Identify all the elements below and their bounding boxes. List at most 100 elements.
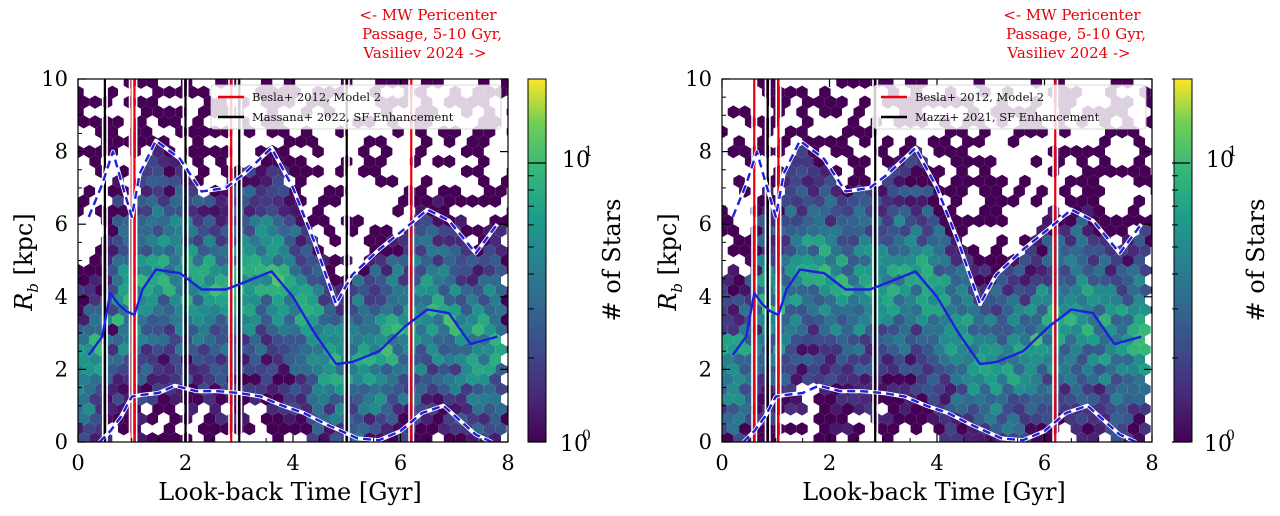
hexbin-cell — [215, 194, 227, 208]
hexbin-cell — [727, 343, 740, 357]
hexbin-cell — [813, 194, 825, 208]
hexbin-cell — [415, 323, 427, 337]
hexbin-cell — [893, 293, 905, 307]
hexbin-cell — [192, 352, 204, 367]
hexbin-cell — [472, 442, 483, 455]
hexbin-cell — [323, 323, 336, 337]
hexbin-cell — [312, 145, 324, 159]
hexbin-cell — [705, 264, 716, 277]
hexbin-cell — [727, 105, 740, 119]
hexbin-cell — [1156, 175, 1167, 188]
hexbin-cell — [962, 154, 974, 169]
hexbin-cell — [78, 412, 90, 426]
hexbin-cell — [973, 174, 985, 188]
hexbin-cell — [1002, 382, 1014, 396]
hexbin-cell — [169, 253, 181, 268]
hexbin-cell — [323, 402, 336, 416]
hexbin-cell — [67, 76, 78, 89]
hexbin-cell — [215, 253, 227, 268]
hexbin-cell — [899, 442, 910, 455]
hexbin-cell — [796, 303, 808, 317]
colorbar-label: # of Stars — [598, 199, 626, 322]
hexbin-cell — [450, 442, 462, 455]
hexbin-cell — [283, 135, 296, 149]
hexbin-cell — [876, 244, 888, 258]
hexbin-cell — [329, 372, 341, 386]
y-tick-label: 4 — [55, 285, 68, 309]
hexbin-cell — [192, 333, 204, 347]
hexbin-cell — [363, 154, 376, 169]
hexbin-cell — [779, 194, 791, 208]
hexbin-cell — [973, 154, 985, 169]
hexbin-cell — [899, 303, 911, 317]
hexbin-cell — [1127, 422, 1140, 436]
hexbin-cell — [1002, 362, 1014, 376]
hexbin-cell — [876, 263, 888, 277]
hexbin-cell — [466, 293, 479, 307]
hexbin-cell — [140, 105, 153, 119]
hexbin-cell — [711, 76, 722, 89]
hexbin-cell — [443, 135, 456, 149]
hexbin-cell — [432, 194, 444, 208]
hexbin-cell — [289, 224, 301, 238]
hexbin-cell — [853, 105, 865, 119]
hexbin-cell — [847, 194, 860, 208]
hexbin-cell — [1133, 194, 1145, 208]
hexbin-cell — [1122, 392, 1134, 406]
hexbin-cell — [910, 263, 923, 277]
hexbin-cell — [438, 343, 450, 357]
hexbin-cell — [163, 362, 176, 376]
hexbin-cell — [1070, 343, 1083, 357]
hexbin-cell — [169, 174, 181, 188]
hexbin-cell — [61, 323, 72, 336]
legend: Besla+ 2012, Model 2 Mazzi+ 2021, SF Enh… — [873, 84, 1147, 130]
hexbin-cell — [1139, 164, 1151, 178]
hexbin-cell — [847, 372, 860, 386]
hexbin-cell — [784, 362, 797, 376]
hexbin-cell — [135, 372, 147, 386]
hexbin-cell — [158, 372, 170, 386]
hexbin-cell — [140, 343, 153, 357]
hexbin-cell — [1030, 412, 1043, 426]
hexbin-cell — [887, 303, 900, 317]
hexbin-cell — [790, 372, 802, 386]
hexbin-cell — [944, 283, 957, 297]
hexbin-cell — [443, 333, 456, 347]
hexbin-cell — [255, 362, 267, 376]
hexbin-cell — [495, 224, 507, 238]
hexbin-cell — [392, 204, 404, 218]
hexbin-cell — [106, 343, 118, 357]
hexbin-cell — [1110, 392, 1123, 406]
hexbin-cell — [739, 362, 751, 376]
hexbin-cell — [83, 422, 96, 436]
hexbin-cell — [243, 224, 256, 238]
hexbin-cell — [426, 362, 439, 376]
hexbin-cell — [369, 224, 381, 238]
hexbin-cell — [802, 194, 814, 208]
hexbin-cell — [272, 333, 284, 347]
hexbin-cell — [1076, 273, 1088, 287]
hexbin-cell — [836, 253, 848, 268]
hexbin-cell — [1070, 244, 1083, 258]
hexbin-cell — [711, 294, 722, 307]
hexbin-cell — [323, 303, 336, 317]
hexbin-cell — [910, 184, 923, 198]
hexbin-cell — [916, 253, 928, 268]
hexbin-cell — [904, 174, 917, 188]
hexbin-cell — [329, 194, 341, 208]
hexbin-cell — [1105, 164, 1117, 178]
hexbin-cell — [243, 362, 256, 376]
hexbin-cell — [956, 224, 968, 238]
hexbin-cell — [882, 313, 894, 327]
hexbin-cell — [67, 333, 78, 346]
hexbin-cell — [922, 244, 934, 258]
hexbin-cell — [1093, 244, 1105, 258]
hexbin-cell — [260, 352, 273, 367]
hexbin-cell — [163, 283, 176, 297]
hexbin-cell — [67, 313, 78, 326]
hexbin-cell — [163, 422, 176, 436]
hexbin-cell — [375, 135, 387, 149]
colorbar-tick-1-exponent: 0 — [582, 428, 591, 444]
hexbin-cell — [158, 352, 170, 367]
hexbin-cell — [415, 343, 427, 357]
